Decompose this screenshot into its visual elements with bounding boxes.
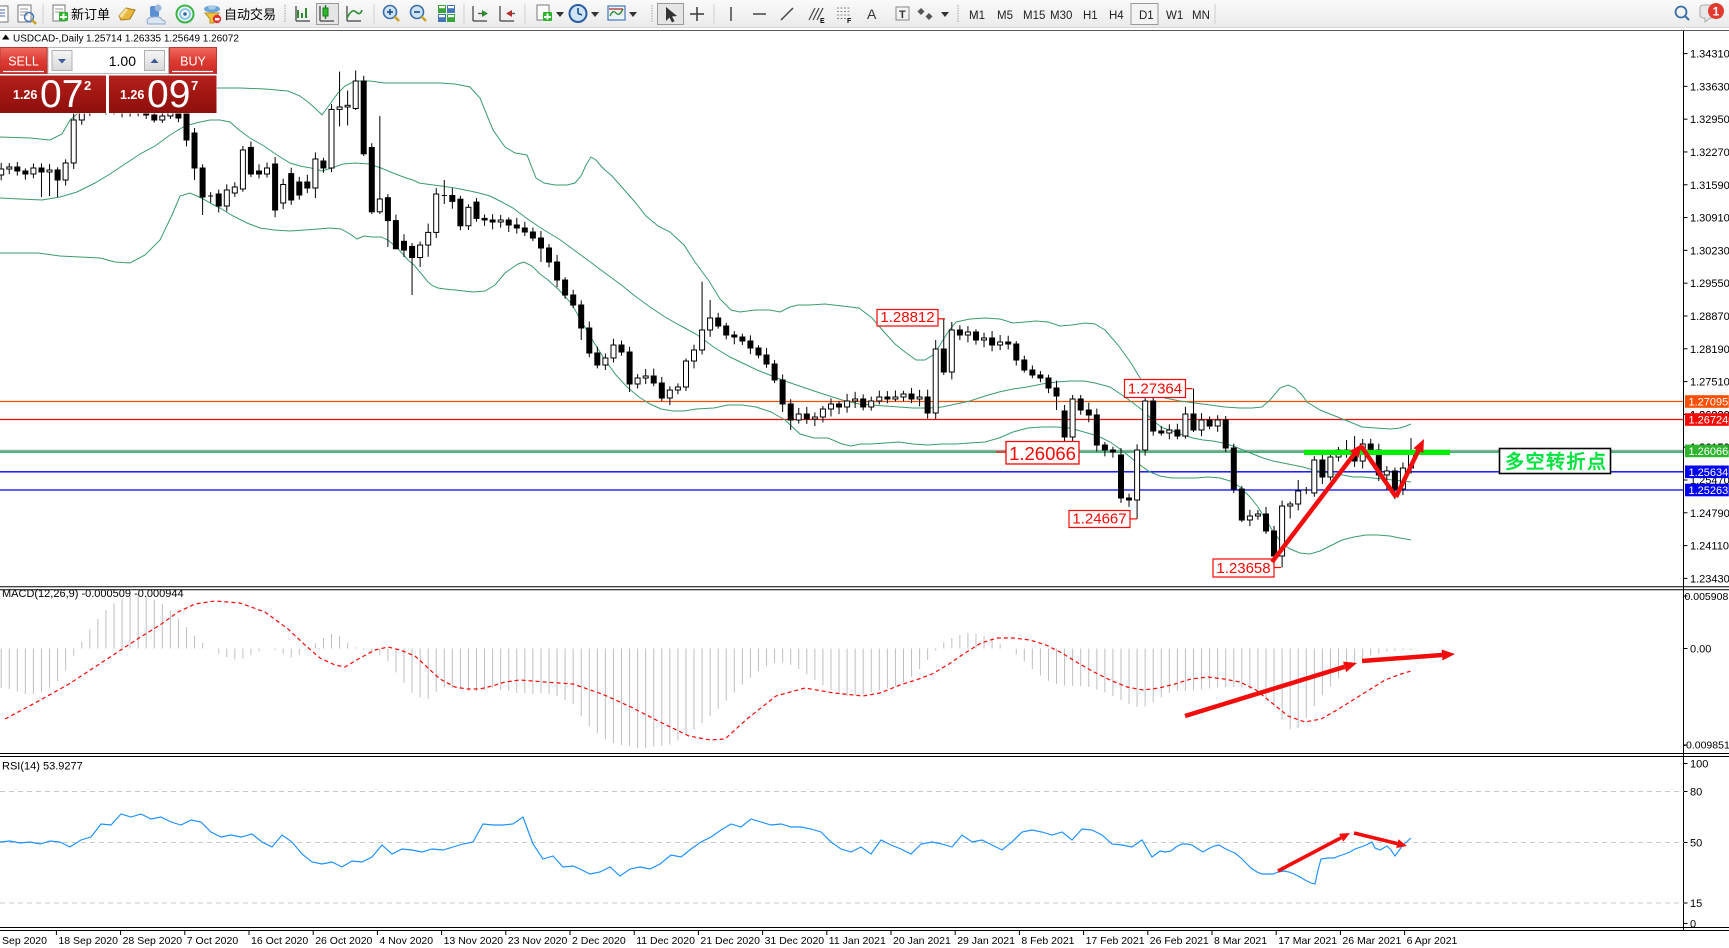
svg-text:1.33630: 1.33630 bbox=[1690, 81, 1729, 93]
svg-text:T: T bbox=[899, 9, 906, 21]
svg-text:1.26: 1.26 bbox=[120, 88, 144, 102]
svg-text:31 Dec 2020: 31 Dec 2020 bbox=[765, 935, 825, 947]
svg-text:2: 2 bbox=[84, 78, 91, 93]
svg-text:MN: MN bbox=[1192, 10, 1210, 22]
svg-text:MACD(12,26,9) -0.000509 -0.000: MACD(12,26,9) -0.000509 -0.000944 bbox=[2, 588, 184, 600]
svg-text:17 Mar 2021: 17 Mar 2021 bbox=[1278, 935, 1337, 947]
svg-text:BUY: BUY bbox=[180, 55, 206, 69]
svg-text:0.005908: 0.005908 bbox=[1685, 591, 1729, 603]
svg-text:M30: M30 bbox=[1050, 10, 1072, 22]
svg-text:1.24667: 1.24667 bbox=[1072, 511, 1126, 528]
svg-text:28 Sep 2020: 28 Sep 2020 bbox=[123, 935, 183, 947]
svg-text:16 Oct 2020: 16 Oct 2020 bbox=[251, 935, 308, 947]
svg-text:13 Nov 2020: 13 Nov 2020 bbox=[444, 935, 504, 947]
svg-text:4 Nov 2020: 4 Nov 2020 bbox=[379, 935, 433, 947]
svg-text:1.28870: 1.28870 bbox=[1690, 311, 1729, 323]
svg-text:21 Dec 2020: 21 Dec 2020 bbox=[700, 935, 760, 947]
svg-text:50: 50 bbox=[1690, 838, 1702, 850]
svg-text:0.00: 0.00 bbox=[1690, 644, 1711, 656]
svg-text:1.30910: 1.30910 bbox=[1690, 213, 1729, 225]
svg-text:15: 15 bbox=[1690, 898, 1702, 910]
svg-text:6 Apr 2021: 6 Apr 2021 bbox=[1407, 935, 1458, 947]
svg-text:USDCAD-,Daily: USDCAD-,Daily bbox=[13, 34, 84, 45]
svg-text:-0.009851: -0.009851 bbox=[1683, 740, 1729, 752]
svg-text:1.32270: 1.32270 bbox=[1690, 147, 1729, 159]
svg-text:7 Oct 2020: 7 Oct 2020 bbox=[187, 935, 239, 947]
svg-text:2 Dec 2020: 2 Dec 2020 bbox=[572, 935, 626, 947]
svg-text:26 Oct 2020: 26 Oct 2020 bbox=[315, 935, 372, 947]
svg-text:RSI(14) 53.9277: RSI(14) 53.9277 bbox=[2, 761, 83, 773]
svg-text:A: A bbox=[867, 6, 877, 22]
svg-text:F: F bbox=[847, 18, 852, 25]
svg-text:W1: W1 bbox=[1166, 10, 1183, 22]
svg-text:1.23658: 1.23658 bbox=[1216, 560, 1270, 577]
svg-text:1.27095: 1.27095 bbox=[1689, 397, 1729, 409]
svg-text:1.25634: 1.25634 bbox=[1689, 467, 1729, 479]
svg-text:多空转折点: 多空转折点 bbox=[1505, 450, 1608, 473]
svg-text:11 Jan 2021: 11 Jan 2021 bbox=[829, 935, 886, 947]
svg-text:8 Mar 2021: 8 Mar 2021 bbox=[1214, 935, 1267, 947]
svg-text:H4: H4 bbox=[1109, 10, 1124, 22]
svg-text:1.29550: 1.29550 bbox=[1690, 278, 1729, 290]
svg-text:1.27364: 1.27364 bbox=[1128, 381, 1182, 398]
svg-text:17 Feb 2021: 17 Feb 2021 bbox=[1086, 935, 1145, 947]
svg-text:1.31590: 1.31590 bbox=[1690, 180, 1729, 192]
svg-text:M5: M5 bbox=[997, 10, 1013, 22]
svg-text:M15: M15 bbox=[1023, 10, 1045, 22]
svg-text:07: 07 bbox=[40, 73, 83, 116]
svg-text:自动交易: 自动交易 bbox=[224, 7, 276, 22]
svg-text:E: E bbox=[820, 18, 825, 25]
svg-text:1: 1 bbox=[1713, 5, 1720, 19]
svg-text:1.34310: 1.34310 bbox=[1690, 49, 1729, 61]
svg-text:1.28190: 1.28190 bbox=[1690, 344, 1729, 356]
svg-text:23 Nov 2020: 23 Nov 2020 bbox=[508, 935, 568, 947]
svg-text:29 Jan 2021: 29 Jan 2021 bbox=[957, 935, 1015, 947]
svg-text:1.24790: 1.24790 bbox=[1690, 508, 1729, 520]
svg-text:1.26066: 1.26066 bbox=[1009, 443, 1076, 464]
svg-text:26 Mar 2021: 26 Mar 2021 bbox=[1342, 935, 1401, 947]
svg-text:11 Dec 2020: 11 Dec 2020 bbox=[636, 935, 695, 947]
svg-text:1.26: 1.26 bbox=[13, 88, 37, 102]
svg-text:09: 09 bbox=[147, 73, 190, 116]
svg-text:1.24110: 1.24110 bbox=[1690, 541, 1729, 553]
svg-text:26 Feb 2021: 26 Feb 2021 bbox=[1150, 935, 1209, 947]
svg-text:新订单: 新订单 bbox=[71, 7, 110, 22]
svg-text:1.00: 1.00 bbox=[109, 53, 136, 69]
svg-text:D1: D1 bbox=[1139, 10, 1154, 22]
svg-text:80: 80 bbox=[1690, 787, 1702, 799]
svg-text:1.27510: 1.27510 bbox=[1690, 377, 1729, 389]
svg-text:1.30230: 1.30230 bbox=[1690, 245, 1729, 257]
svg-text:1.32950: 1.32950 bbox=[1690, 114, 1729, 126]
svg-text:1.26724: 1.26724 bbox=[1689, 415, 1729, 427]
svg-text:SELL: SELL bbox=[8, 55, 39, 69]
svg-text:Sep 2020: Sep 2020 bbox=[2, 935, 47, 947]
svg-text:M1: M1 bbox=[969, 10, 985, 22]
svg-text:1.28812: 1.28812 bbox=[880, 309, 934, 326]
svg-text:100: 100 bbox=[1690, 759, 1708, 771]
svg-text:18 Sep 2020: 18 Sep 2020 bbox=[58, 935, 118, 947]
svg-text:1.25263: 1.25263 bbox=[1689, 485, 1729, 497]
svg-text:1.26066: 1.26066 bbox=[1689, 446, 1729, 458]
svg-text:1.25714 1.26335 1.25649 1.2607: 1.25714 1.26335 1.25649 1.26072 bbox=[86, 34, 239, 45]
svg-text:8 Feb 2021: 8 Feb 2021 bbox=[1021, 935, 1074, 947]
svg-text:1.23430: 1.23430 bbox=[1690, 573, 1729, 585]
svg-text:H1: H1 bbox=[1083, 10, 1098, 22]
svg-text:7: 7 bbox=[191, 78, 198, 93]
svg-text:0: 0 bbox=[1690, 919, 1696, 931]
svg-text:20 Jan 2021: 20 Jan 2021 bbox=[893, 935, 951, 947]
